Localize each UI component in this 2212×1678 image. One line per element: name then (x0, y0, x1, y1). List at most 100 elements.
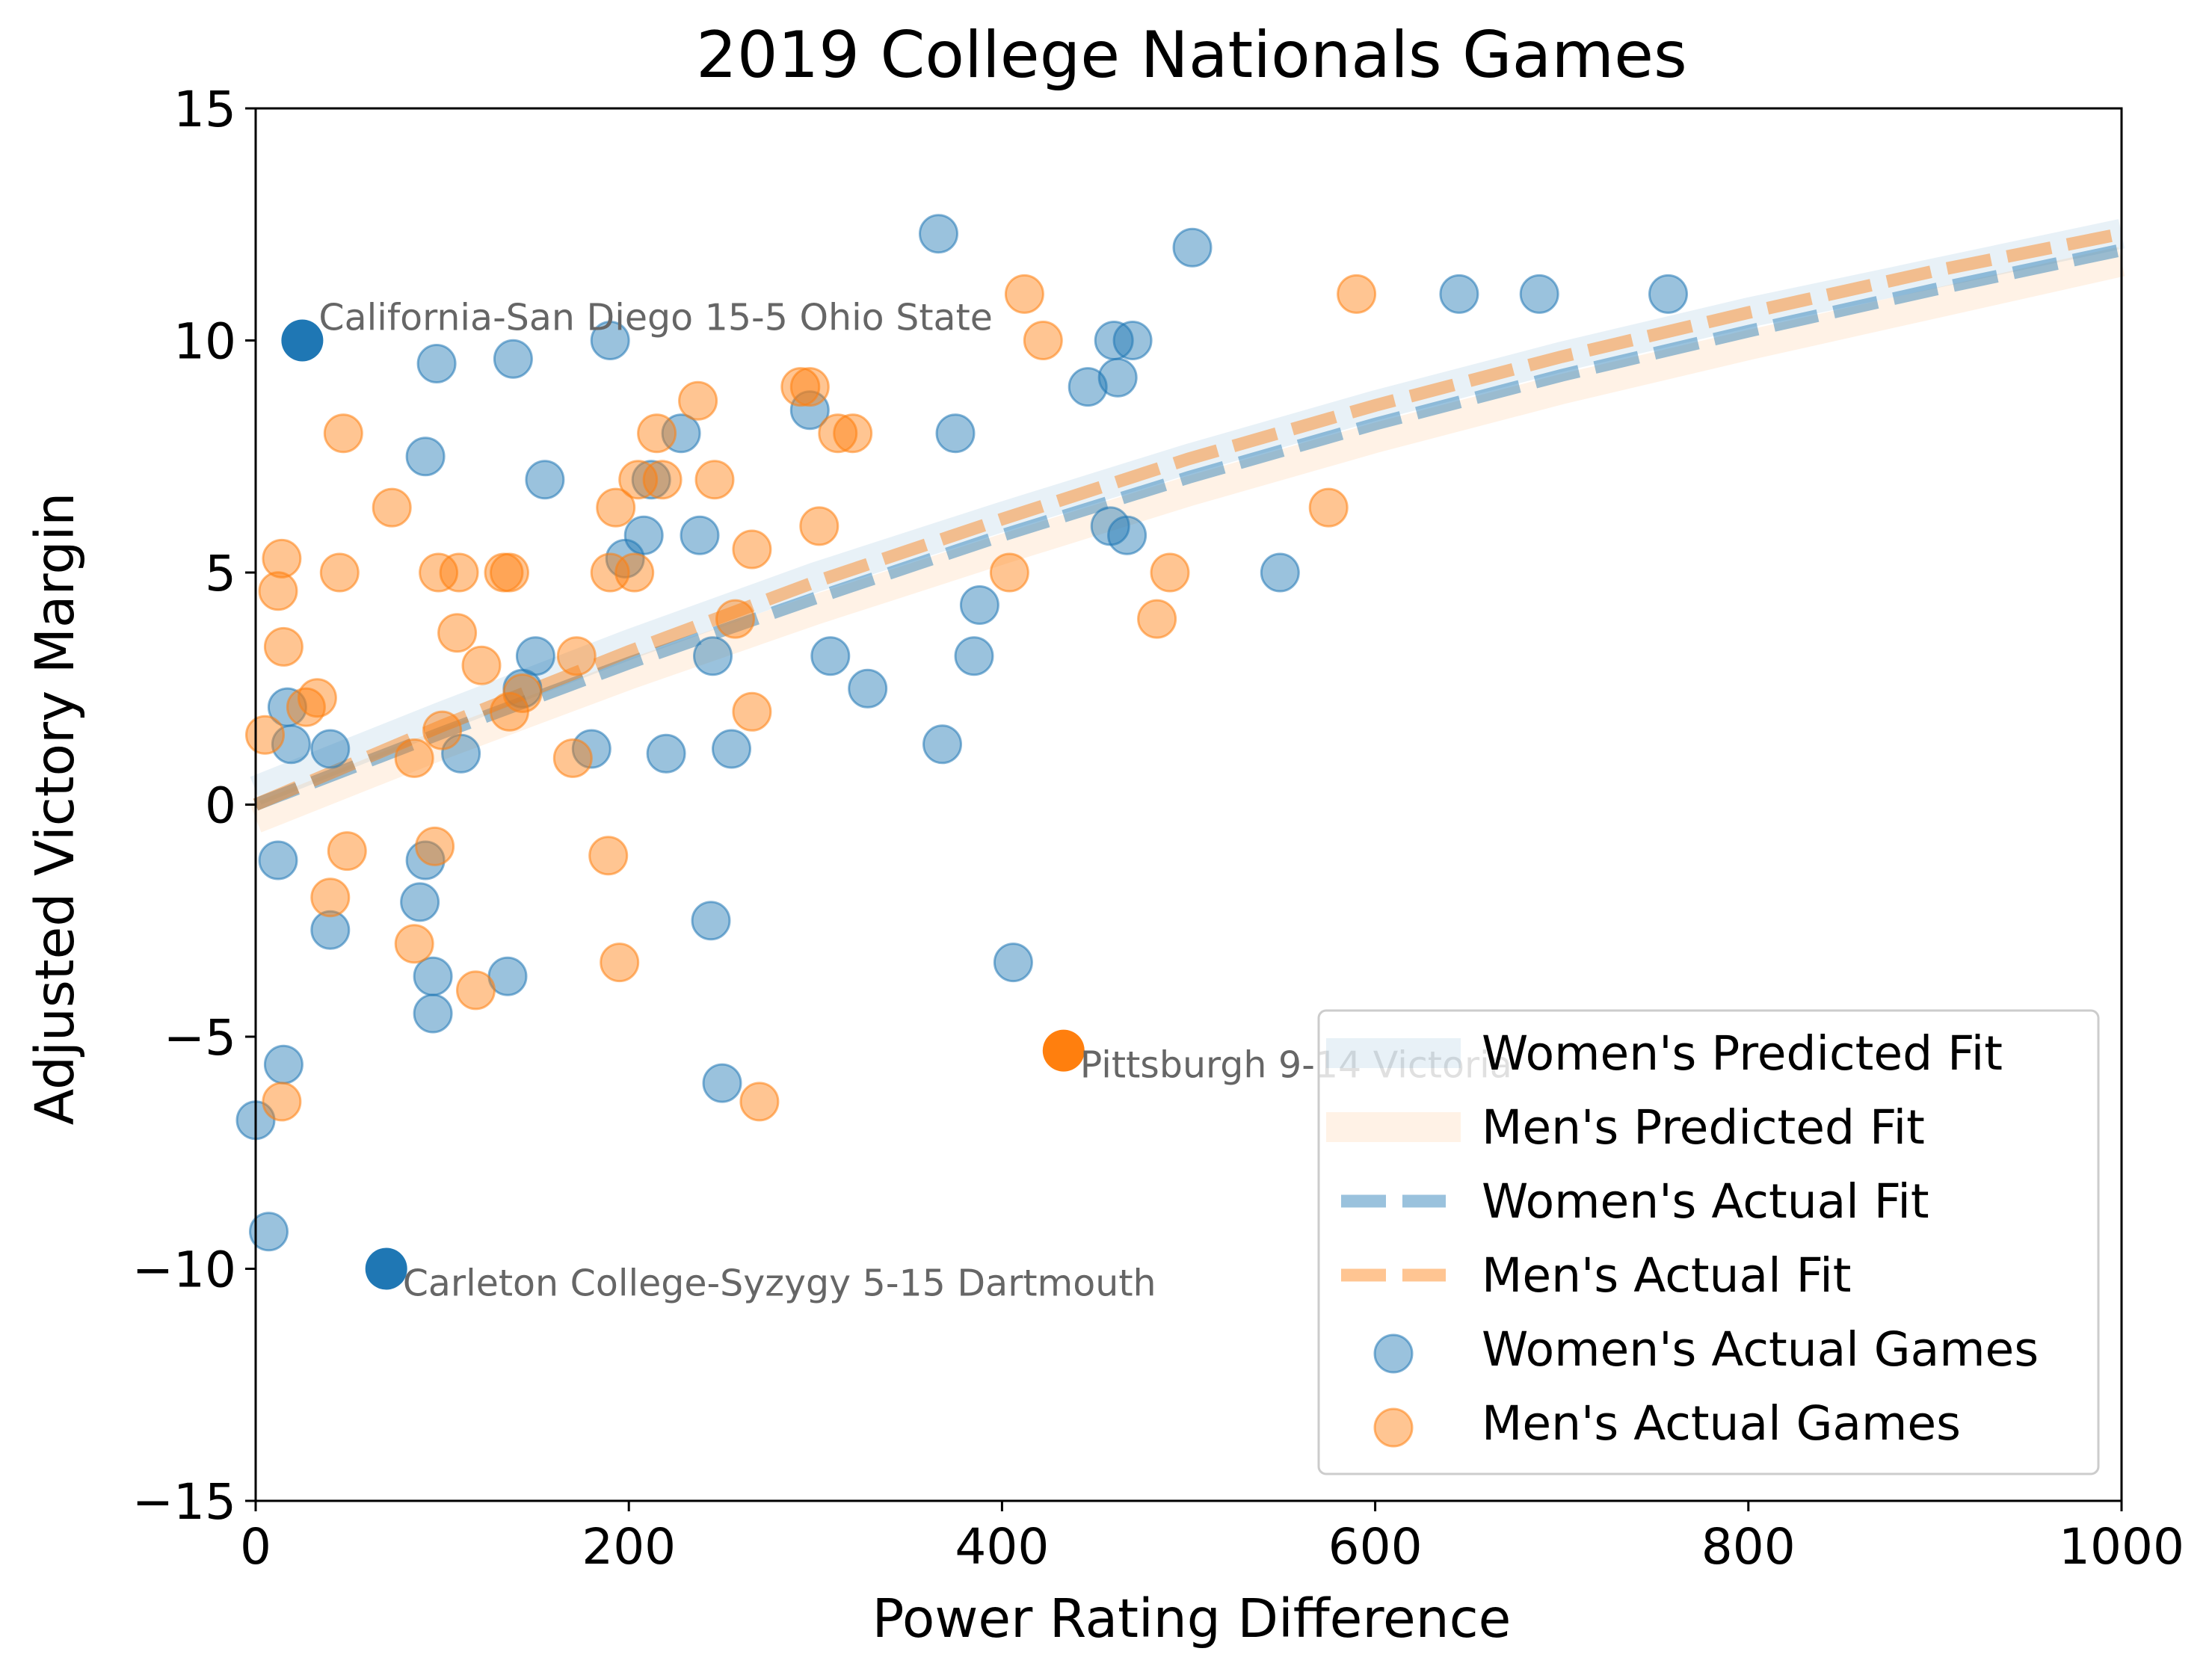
data-point-s0-41 (1068, 367, 1108, 407)
data-point-s1-17 (437, 613, 478, 653)
data-point-s0-7 (310, 910, 351, 950)
data-point-s0-35 (919, 214, 958, 254)
data-point-s1-22 (490, 552, 529, 593)
data-point-s1-12 (394, 738, 434, 778)
data-point-s0-51 (1648, 274, 1688, 314)
data-point-s0-19 (525, 460, 565, 500)
data-point-s1-45 (833, 413, 873, 454)
y-tick-label-1: −10 (132, 1241, 236, 1299)
y-axis-title: Adjusted Victory Margin (24, 493, 86, 1126)
x-axis-title: Power Rating Difference (872, 1588, 1512, 1650)
data-point-s1-6 (297, 678, 337, 718)
data-point-s0-40 (993, 943, 1033, 983)
data-point-s1-11 (372, 487, 412, 528)
data-point-s1-16 (422, 710, 463, 750)
data-point-s0-28 (693, 636, 733, 676)
data-point-s0-1 (249, 1212, 289, 1252)
data-point-s0-20 (571, 729, 611, 769)
y-tick-label-5: 10 (173, 313, 236, 371)
x-tick-label-3: 600 (1328, 1518, 1423, 1576)
data-point-s1-39 (732, 691, 772, 732)
y-tick-label-2: −5 (164, 1009, 236, 1067)
data-point-s1-31 (614, 552, 655, 593)
data-point-s1-41 (780, 367, 821, 407)
data-point-s0-6 (310, 729, 351, 769)
highlight-label-1: Carleton College-Syzygy 5-15 Dartmouth (403, 1262, 1156, 1305)
data-point-s1-50 (1150, 552, 1190, 593)
data-point-s1-32 (618, 460, 659, 500)
data-point-s1-3 (263, 626, 304, 667)
data-point-s1-19 (456, 970, 496, 1011)
data-point-s0-18 (515, 636, 555, 676)
data-point-s1-14 (415, 826, 455, 866)
data-point-s1-10 (327, 831, 367, 872)
data-point-s0-49 (1439, 274, 1479, 314)
data-point-s1-33 (637, 413, 677, 454)
data-point-s1-44 (818, 413, 858, 454)
data-point-s0-39 (959, 585, 999, 625)
data-point-s0-16 (493, 339, 533, 379)
data-point-s1-2 (262, 538, 302, 579)
x-axis: 0 200 400 600 800 1000 (240, 1501, 2184, 1576)
data-point-s0-29 (691, 901, 731, 941)
data-point-s0-2 (258, 840, 298, 880)
data-point-s1-43 (799, 506, 839, 546)
highlight-label-0: California-San Diego 15-5 Ohio State (318, 297, 993, 339)
data-point-s1-29 (596, 487, 636, 528)
data-point-s1-51 (1308, 487, 1349, 528)
data-point-s1-38 (732, 529, 772, 570)
data-point-s1-8 (319, 552, 360, 593)
data-point-s1-9 (323, 413, 363, 454)
y-tick-label-6: 15 (173, 81, 236, 138)
data-point-s1-37 (715, 599, 755, 639)
data-point-s0-23 (623, 515, 664, 555)
data-point-s1-4 (262, 1082, 302, 1122)
data-point-s0-25 (646, 733, 686, 774)
data-point-s0-50 (1519, 274, 1559, 314)
data-point-s0-13 (416, 344, 457, 383)
data-point-s1-30 (600, 943, 640, 983)
data-point-s1-13 (394, 924, 434, 964)
legend-box (1317, 1009, 2100, 1475)
data-point-s1-27 (588, 836, 629, 876)
data-point-s0-31 (712, 729, 751, 769)
data-point-s1-18 (439, 552, 479, 593)
data-point-s1-20 (461, 645, 502, 685)
data-point-s0-44 (1097, 357, 1138, 398)
highlight-point-2 (1042, 1029, 1085, 1072)
legend-swatch-4 (1373, 1333, 1414, 1374)
data-point-s0-24 (631, 460, 671, 500)
legend-label-3: Men's Actual Fit (1482, 1248, 1851, 1303)
data-point-s0-32 (789, 390, 830, 431)
data-point-s0-47 (1172, 227, 1213, 268)
data-point-s1-26 (556, 636, 597, 676)
highlight-point-1 (365, 1247, 407, 1290)
data-point-s0-34 (848, 668, 888, 709)
data-point-s0-30 (702, 1063, 742, 1103)
data-point-s1-46 (989, 552, 1029, 593)
data-point-s0-21 (590, 321, 630, 360)
data-point-s1-7 (310, 877, 351, 918)
legend-label-1: Men's Predicted Fit (1482, 1100, 1925, 1155)
fit-lines (250, 219, 2125, 833)
x-tick-label-5: 1000 (2059, 1518, 2184, 1576)
data-point-s0-45 (1107, 515, 1147, 555)
data-point-s1-40 (739, 1082, 780, 1122)
data-point-s0-46 (1112, 321, 1153, 360)
x-tick-label-2: 400 (955, 1518, 1049, 1576)
data-point-s0-48 (1260, 552, 1300, 593)
x-tick-label-0: 0 (240, 1518, 271, 1576)
data-point-s1-25 (552, 738, 593, 778)
data-point-s1-47 (1004, 274, 1044, 314)
data-point-s0-11 (413, 956, 453, 996)
legend-label-0: Women's Predicted Fit (1482, 1026, 2003, 1081)
fit-line-0 (250, 219, 2125, 805)
data-point-s0-38 (954, 636, 994, 676)
y-tick-label-3: 0 (205, 777, 236, 835)
data-point-s1-34 (642, 460, 683, 500)
data-point-s1-1 (258, 571, 298, 611)
data-point-s1-42 (789, 367, 830, 407)
x-tick-label-1: 200 (582, 1518, 676, 1576)
data-point-s0-8 (400, 882, 440, 922)
